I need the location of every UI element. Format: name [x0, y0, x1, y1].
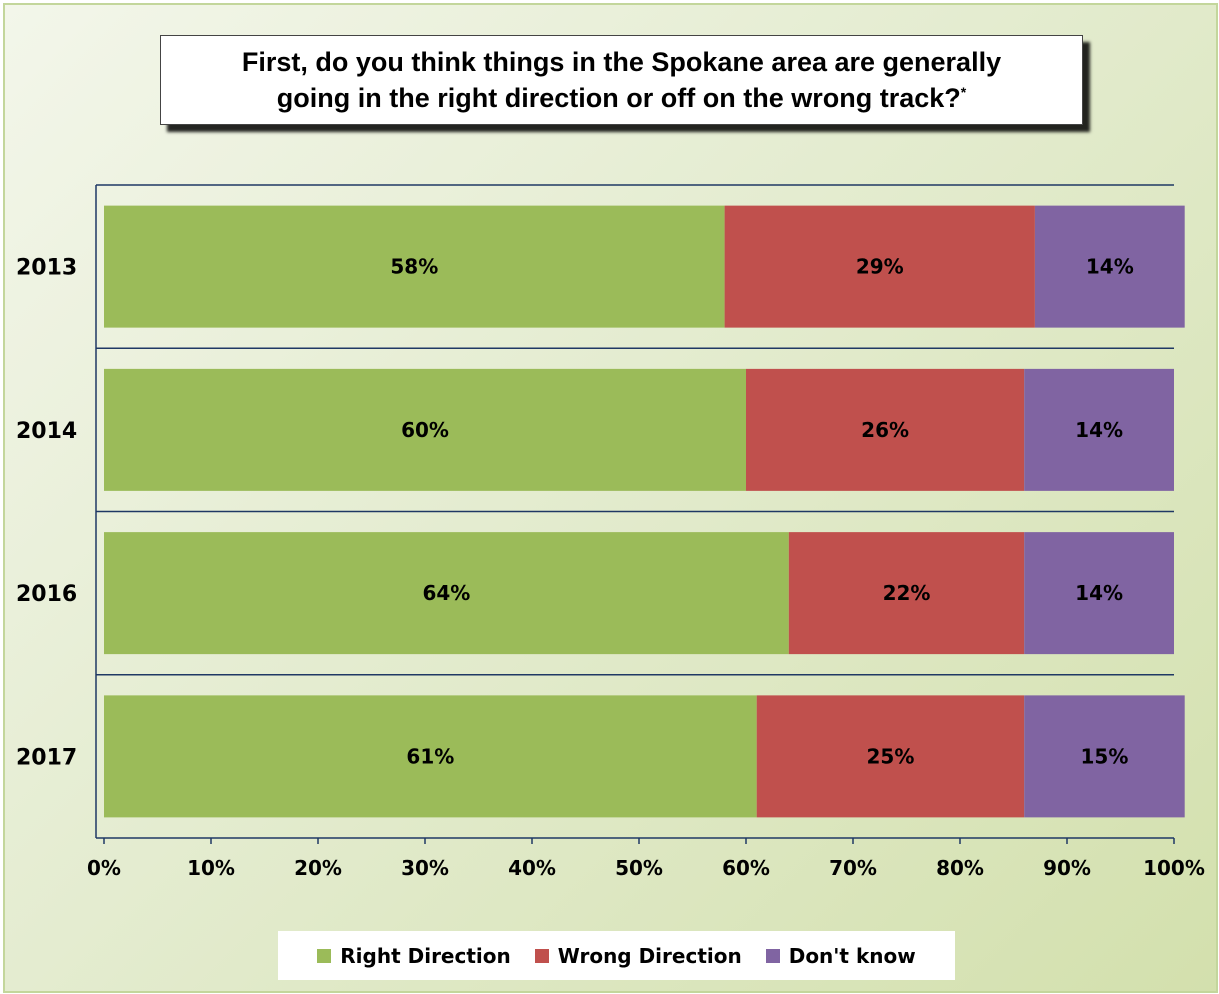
bar-2016-don-t-know: [1024, 532, 1174, 655]
bar-2013-don-t-know: [1034, 205, 1185, 328]
legend-item-dont-know: Don't know: [765, 943, 916, 968]
category-label-2014: 2014: [16, 419, 77, 444]
bar-2014-wrong-direction: [746, 368, 1025, 491]
data-label-2017-0: 61%: [406, 744, 454, 768]
legend-item-wrong-direction: Wrong Direction: [534, 943, 742, 968]
legend-item-right-direction: Right Direction: [317, 943, 511, 968]
bar-2017-wrong-direction: [756, 695, 1025, 818]
x-tick-label: 70%: [829, 856, 877, 880]
legend-label-dont-know: Don't know: [788, 943, 916, 968]
chart-title-line-1: First, do you think things in the Spokan…: [241, 47, 1002, 77]
x-tick-label: 30%: [401, 856, 449, 880]
data-label-2013-0: 58%: [390, 255, 438, 279]
bar-2014-right-direction: [104, 368, 746, 491]
chart-frame: [3, 3, 1218, 993]
x-tick-label: 80%: [936, 856, 984, 880]
chart-title-line-2-text: going in the right direction or off on t…: [276, 83, 961, 113]
data-label-2016-2: 14%: [1075, 581, 1123, 605]
x-tick-label: 100%: [1143, 856, 1205, 880]
x-tick-label: 50%: [615, 856, 663, 880]
bar-2017-right-direction: [104, 695, 757, 818]
data-label-2017-2: 15%: [1081, 744, 1129, 768]
x-tick-label: 40%: [508, 856, 556, 880]
category-label-2016: 2016: [16, 582, 77, 607]
chart-title-box: First, do you think things in the Spokan…: [160, 35, 1083, 125]
x-tick-label: 90%: [1043, 856, 1091, 880]
data-label-2016-0: 64%: [422, 581, 470, 605]
data-label-2013-1: 29%: [856, 255, 904, 279]
x-tick-label: 20%: [294, 856, 342, 880]
legend-swatch-wrong-direction: [534, 948, 549, 963]
footnote-mark: *: [960, 84, 967, 100]
bar-2017-don-t-know: [1024, 695, 1185, 818]
legend: Right Direction Wrong Direction Don't kn…: [278, 931, 955, 980]
x-tick-label: 0%: [87, 856, 121, 880]
data-label-2016-1: 22%: [883, 581, 931, 605]
legend-swatch-dont-know: [765, 948, 780, 963]
data-label-2014-2: 14%: [1075, 418, 1123, 442]
category-label-2013: 2013: [16, 256, 77, 281]
category-label-2017: 2017: [16, 745, 77, 770]
chart-title-line-2: going in the right direction or off on t…: [277, 80, 966, 116]
legend-label-wrong-direction: Wrong Direction: [557, 943, 742, 968]
x-tick-label: 60%: [722, 856, 770, 880]
data-label-2014-0: 60%: [401, 418, 449, 442]
data-label-2017-1: 25%: [867, 744, 915, 768]
x-tick-label: 10%: [187, 856, 235, 880]
bar-2016-wrong-direction: [788, 532, 1025, 655]
bar-2013-right-direction: [104, 205, 725, 328]
legend-label-right-direction: Right Direction: [340, 943, 511, 968]
data-label-2014-1: 26%: [861, 418, 909, 442]
legend-swatch-right-direction: [317, 948, 332, 963]
data-label-2013-2: 14%: [1086, 255, 1134, 279]
bar-2013-wrong-direction: [724, 205, 1035, 328]
bar-2016-right-direction: [104, 532, 789, 655]
bar-2014-don-t-know: [1024, 368, 1174, 491]
